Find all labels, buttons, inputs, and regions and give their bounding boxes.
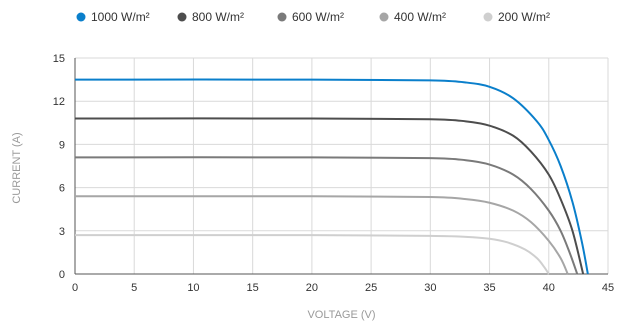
legend-label: 400 W/m² xyxy=(394,10,446,24)
y-tick-label: 6 xyxy=(59,183,65,195)
y-tick-label: 15 xyxy=(53,53,65,65)
x-tick-label: 40 xyxy=(543,282,555,294)
x-tick-label: 25 xyxy=(365,282,377,294)
y-tick-label: 3 xyxy=(59,226,65,238)
legend-marker xyxy=(177,12,187,22)
legend: 1000 W/m² 800 W/m² 600 W/m² 400 W/m² 200 W/m… xyxy=(76,10,550,24)
y-axis-title: CURRENT (A) xyxy=(11,132,23,203)
x-axis-title: VOLTAGE (V) xyxy=(307,309,375,321)
x-tick-label: 15 xyxy=(247,282,259,294)
x-tick-label: 10 xyxy=(187,282,199,294)
legend-marker xyxy=(483,12,493,22)
axes xyxy=(74,58,608,275)
x-tick-label: 35 xyxy=(483,282,495,294)
y-tick-label: 9 xyxy=(59,139,65,151)
legend-label: 800 W/m² xyxy=(192,10,244,24)
x-tick-label: 20 xyxy=(306,282,318,294)
series-lines xyxy=(74,78,589,275)
series-line xyxy=(74,195,569,275)
x-tick-label: 5 xyxy=(131,282,137,294)
tick-labels: 0 5 10 15 20 25 30 35 40 45 0 3 6 9 12 15 xyxy=(53,53,614,294)
legend-label: 1000 W/m² xyxy=(91,10,150,24)
x-tick-label: 30 xyxy=(424,282,436,294)
y-tick-label: 0 xyxy=(59,269,65,281)
legend-marker xyxy=(277,12,287,22)
legend-label: 200 W/m² xyxy=(498,10,550,24)
series-line xyxy=(74,156,579,275)
y-tick-label: 12 xyxy=(53,96,65,108)
legend-marker xyxy=(76,12,86,22)
series-line xyxy=(74,117,585,275)
series-line xyxy=(74,234,550,275)
legend-marker xyxy=(379,12,389,22)
series-line xyxy=(74,78,589,275)
legend-label: 600 W/m² xyxy=(292,10,344,24)
x-tick-label: 45 xyxy=(602,282,614,294)
x-tick-label: 0 xyxy=(72,282,78,294)
grid-lines xyxy=(74,57,609,275)
